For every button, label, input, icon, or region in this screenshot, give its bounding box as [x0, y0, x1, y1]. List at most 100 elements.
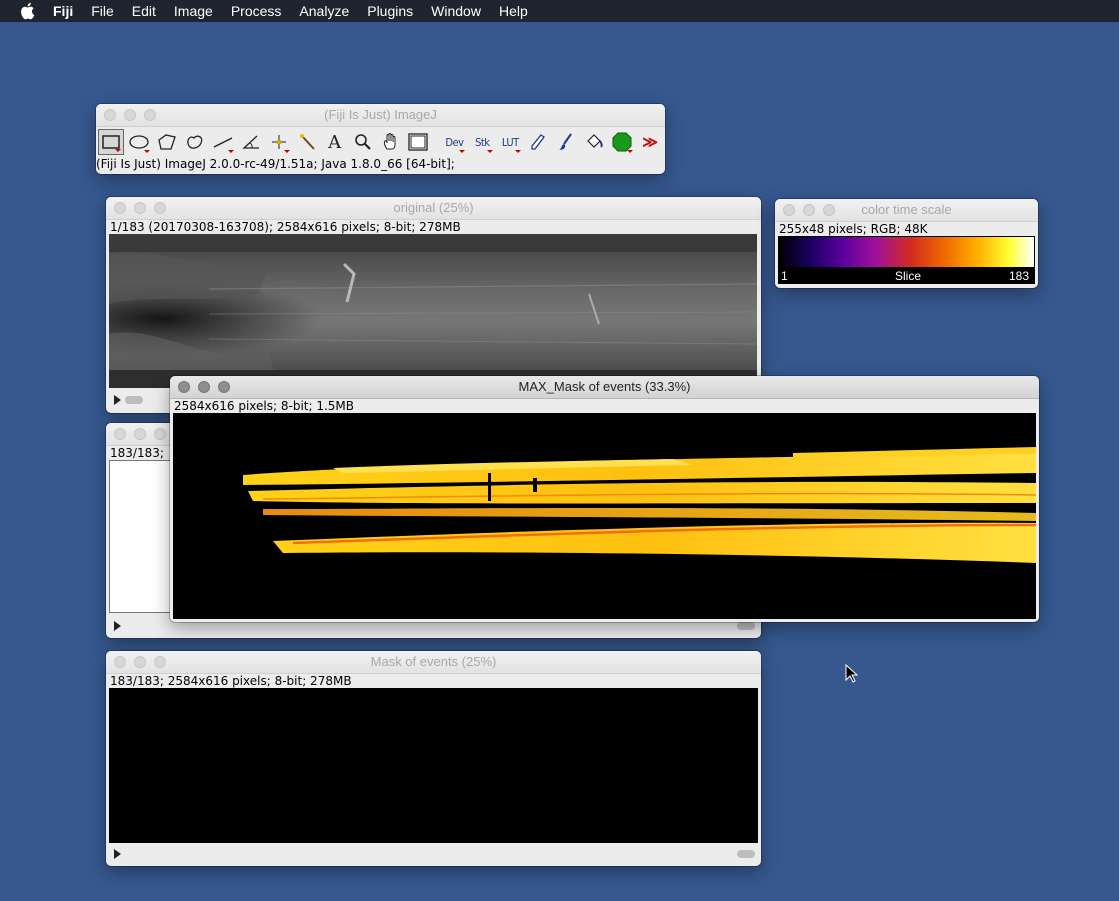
line-tool[interactable] — [210, 129, 236, 155]
brush-icon — [559, 133, 573, 150]
close-button[interactable] — [114, 202, 126, 214]
mask-of-events-window: Mask of events (25%) 183/183; 2584x616 p… — [106, 651, 761, 866]
grayscale-image-canvas[interactable] — [109, 234, 757, 388]
max-projection-canvas[interactable] — [173, 413, 1036, 619]
paint-bucket-icon — [587, 134, 603, 148]
rectangle-icon — [102, 135, 120, 149]
play-icon[interactable] — [114, 395, 121, 405]
zoom-button[interactable] — [154, 428, 166, 440]
pencil-icon — [531, 134, 546, 150]
scroll-thumb[interactable] — [737, 850, 755, 858]
zoom-button[interactable] — [218, 381, 230, 393]
wand-icon — [299, 134, 315, 150]
menu-help[interactable]: Help — [498, 3, 528, 19]
menu-plugins[interactable]: Plugins — [367, 3, 414, 19]
minimize-button[interactable] — [134, 656, 146, 668]
brush-tool[interactable] — [553, 129, 579, 155]
slice-scrollbar[interactable] — [109, 847, 757, 861]
line-icon — [213, 137, 233, 148]
hand-tool[interactable] — [378, 129, 404, 155]
maxmask-titlebar[interactable]: MAX_Mask of events (33.3%) — [170, 376, 1039, 399]
stk-menu-tool[interactable]: Stk — [469, 129, 495, 155]
magnifier-tool[interactable] — [350, 129, 376, 155]
zoom-button[interactable] — [144, 109, 156, 121]
original-titlebar[interactable]: original (25%) — [106, 197, 761, 220]
freehand-icon — [187, 135, 203, 149]
color-time-scale-window: color time scale 255x48 pixels; RGB; 48K… — [775, 199, 1038, 288]
status-bar: (Fiji Is Just) ImageJ 2.0.0-rc-49/1.51a;… — [96, 157, 455, 171]
slice-scrollbar[interactable] — [109, 393, 757, 407]
point-tool[interactable] — [266, 129, 292, 155]
menu-window[interactable]: Window — [431, 3, 481, 19]
hand-icon — [383, 133, 395, 150]
imagej-toolbar-window: (Fiji Is Just) ImageJ A — [96, 104, 665, 174]
minimize-button[interactable] — [198, 381, 210, 393]
menu-fiji[interactable]: Fiji — [53, 3, 74, 19]
lut-bar-panel[interactable]: 1 Slice 183 — [778, 236, 1035, 284]
window-title: (Fiji Is Just) ImageJ — [324, 107, 437, 122]
scroll-thumb[interactable] — [125, 396, 143, 404]
colortime-titlebar[interactable]: color time scale — [775, 199, 1038, 222]
mask-image-canvas[interactable] — [109, 688, 758, 843]
zoom-button[interactable] — [154, 656, 166, 668]
mouse-cursor-icon — [845, 664, 859, 683]
wand-tool[interactable] — [294, 129, 320, 155]
polygon-tool[interactable] — [154, 129, 180, 155]
angle-tool[interactable] — [238, 129, 264, 155]
image-info: 183/183; 2584x616 pixels; 8-bit; 278MB — [110, 674, 352, 688]
dev-menu-tool[interactable]: Dev — [441, 129, 467, 155]
menu-analyze[interactable]: Analyze — [299, 3, 350, 19]
dropper-tool[interactable] — [405, 129, 431, 155]
zoom-button[interactable] — [154, 202, 166, 214]
angle-icon — [242, 135, 259, 149]
dev-label: Dev — [445, 135, 464, 149]
point-icon — [271, 135, 286, 149]
magnifier-icon — [354, 134, 371, 150]
scroll-thumb[interactable] — [737, 622, 755, 630]
image-info: 1/183 (20170308-163708); 2584x616 pixels… — [110, 220, 461, 234]
menu-file[interactable]: File — [91, 3, 114, 19]
imagej-titlebar[interactable]: (Fiji Is Just) ImageJ — [96, 104, 665, 127]
oval-tool[interactable] — [126, 129, 152, 155]
minimize-button[interactable] — [134, 428, 146, 440]
image-info: 183/183; — [110, 446, 164, 460]
image-info: 255x48 pixels; RGB; 48K — [779, 222, 928, 236]
play-icon[interactable] — [114, 621, 121, 631]
close-button[interactable] — [104, 109, 116, 121]
tool-bar: A Dev Stk LUT ≫ — [96, 127, 665, 157]
close-button[interactable] — [114, 428, 126, 440]
minimize-button[interactable] — [134, 202, 146, 214]
slice-scrollbar[interactable] — [109, 619, 757, 633]
apple-icon[interactable] — [19, 2, 37, 20]
menu-bar: Fiji File Edit Image Process Analyze Plu… — [0, 0, 1119, 22]
double-chevron-right-icon: ≫ — [642, 134, 658, 151]
max-mask-window: MAX_Mask of events (33.3%) 2584x616 pixe… — [170, 376, 1039, 622]
text-icon: A — [328, 131, 342, 153]
green-octagon-icon — [612, 132, 632, 152]
lut-menu-tool[interactable]: LUT — [497, 129, 523, 155]
window-title: Mask of events (25%) — [370, 654, 497, 669]
flood-fill-tool[interactable] — [581, 129, 607, 155]
lut-label: LUT — [501, 135, 519, 149]
close-button[interactable] — [783, 204, 795, 216]
pencil-tool[interactable] — [525, 129, 551, 155]
window-title: original (25%) — [393, 200, 474, 215]
close-button[interactable] — [178, 381, 190, 393]
close-button[interactable] — [114, 656, 126, 668]
zoom-button[interactable] — [823, 204, 835, 216]
mask-titlebar[interactable]: Mask of events (25%) — [106, 651, 761, 674]
minimize-button[interactable] — [124, 109, 136, 121]
lut-max-label: 183 — [1008, 269, 1029, 283]
menu-image[interactable]: Image — [173, 3, 213, 19]
text-tool[interactable]: A — [322, 129, 348, 155]
update-tool[interactable] — [609, 129, 635, 155]
menu-process[interactable]: Process — [230, 3, 282, 19]
dropper-icon — [408, 133, 429, 151]
menu-edit[interactable]: Edit — [131, 3, 156, 19]
image-info: 2584x616 pixels; 8-bit; 1.5MB — [174, 399, 355, 413]
more-tools-button[interactable]: ≫ — [637, 129, 663, 155]
minimize-button[interactable] — [803, 204, 815, 216]
rectangle-tool[interactable] — [98, 129, 124, 155]
freehand-tool[interactable] — [182, 129, 208, 155]
play-icon[interactable] — [114, 849, 121, 859]
